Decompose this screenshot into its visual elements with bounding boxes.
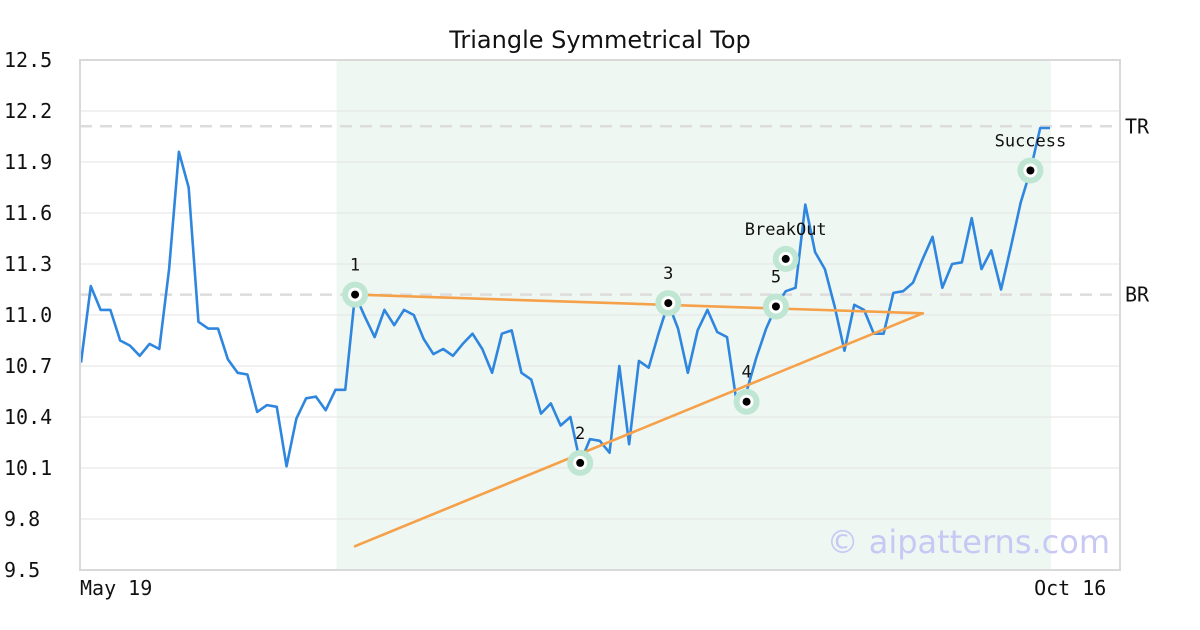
- annotation-point: [1026, 166, 1035, 175]
- plot-frame: [79, 59, 1121, 571]
- y-tick-label: 12.5: [4, 48, 52, 72]
- trend-line: [353, 311, 925, 548]
- chart-title: Triangle Symmetrical Top: [448, 26, 751, 54]
- reference-line-label: TR: [1125, 114, 1150, 138]
- annotation-label: 5: [771, 268, 781, 288]
- annotation-label: BreakOut: [745, 220, 827, 240]
- annotation-label: 3: [663, 264, 673, 284]
- watermark: © aipatterns.com: [827, 523, 1110, 561]
- y-tick-label: 11.9: [4, 150, 52, 174]
- y-tick-label: 9.5: [4, 558, 40, 582]
- axes-layer: 12.5 12.2 11.9 11.6 11.3 11.0 10.7 10.4 10.1 9.8 9…: [4, 48, 1121, 600]
- reference-line-label: BR: [1125, 283, 1150, 307]
- annotation-point: [351, 290, 360, 299]
- annotations-layer: 1 2 3 4 5 BreakOut Success: [342, 132, 1066, 476]
- reference-lines-layer: TR BR: [80, 114, 1150, 307]
- y-tick-label: 11.0: [4, 303, 52, 327]
- annotation-point: [771, 302, 780, 311]
- annotation-point: [742, 397, 751, 406]
- y-tick-label: 9.8: [4, 507, 40, 531]
- x-tick-label: May 19: [80, 576, 152, 600]
- annotation-point: [576, 458, 585, 467]
- trend-lines-layer: [353, 293, 925, 548]
- y-tick-label: 12.2: [4, 99, 52, 123]
- annotation-label: 4: [741, 363, 751, 383]
- annotation-point: [664, 299, 673, 308]
- annotation-point: [781, 254, 790, 263]
- trend-line: [353, 293, 925, 315]
- y-tick-label: 10.4: [4, 405, 52, 429]
- y-tick-label: 10.7: [4, 354, 52, 378]
- annotation-label: 2: [575, 424, 585, 444]
- grid-layer: [80, 110, 1120, 520]
- annotation-label: Success: [995, 132, 1067, 152]
- y-tick-label: 11.3: [4, 252, 52, 276]
- annotation-label: 1: [350, 256, 360, 276]
- y-tick-label: 10.1: [4, 456, 52, 480]
- x-tick-label: Oct 16: [1034, 576, 1106, 600]
- y-tick-label: 11.6: [4, 201, 52, 225]
